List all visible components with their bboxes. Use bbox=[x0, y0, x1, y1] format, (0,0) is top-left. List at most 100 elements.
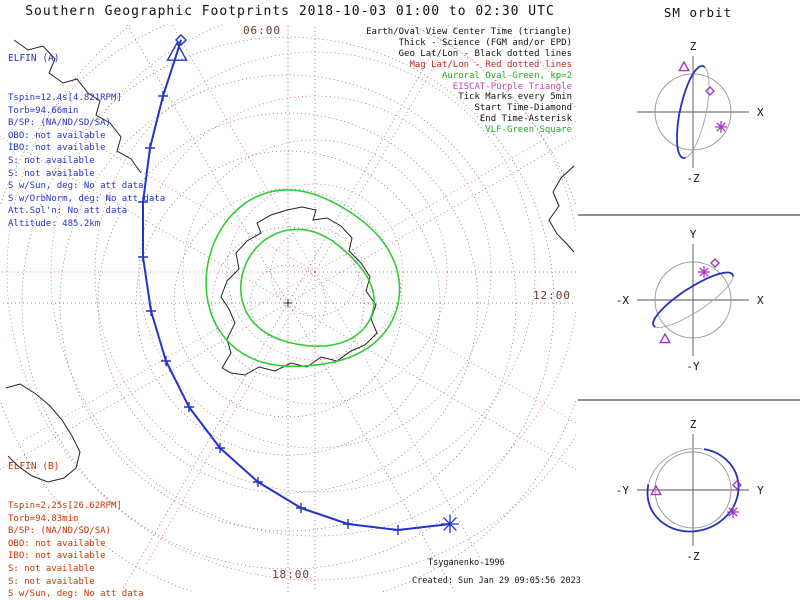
geo-grid-radial bbox=[287, 302, 456, 592]
orbit-asterisk-marker bbox=[698, 266, 710, 278]
orbit-arc-near bbox=[646, 448, 740, 533]
axis-label-right: Y bbox=[757, 484, 764, 497]
info-line: S: not available bbox=[8, 563, 95, 574]
geo-grid-radial bbox=[120, 302, 289, 592]
earth-circle bbox=[654, 261, 732, 339]
map-legend: Earth/Oval View Center Time (triangle) Th… bbox=[330, 27, 572, 136]
5min-tick-mark bbox=[161, 356, 171, 366]
elfin-a-info-block: ELFIN (A) Tspin=12.4s[4.821RPM] Torb=94.6… bbox=[8, 28, 165, 256]
5min-tick-mark bbox=[138, 197, 148, 207]
axis-label-left: -X bbox=[616, 294, 630, 307]
mag-grid-radial bbox=[314, 271, 576, 424]
coastline bbox=[220, 206, 378, 376]
legend-line: Earth/Oval View Center Time (triangle) bbox=[366, 27, 572, 37]
mag-grid-radial bbox=[144, 271, 316, 567]
geo-pole-mark bbox=[284, 299, 292, 307]
axis-label-top: Z bbox=[690, 418, 697, 431]
start-diamond-marker bbox=[175, 34, 187, 46]
axis-label-bottom: -Z bbox=[686, 550, 700, 563]
info-line: IBO: not available bbox=[8, 143, 106, 154]
geo-grid-radial bbox=[0, 302, 289, 470]
legend-line: Auroral Oval-Green, kp=2 bbox=[441, 70, 572, 81]
model-credit: Tsyganenko-1996 bbox=[428, 558, 505, 568]
figure-title: Southern Geographic Footprints 2018-10-0… bbox=[25, 4, 555, 19]
orbit-arc-far bbox=[648, 447, 703, 483]
info-line: Tspin=12.4s[4.821RPM] bbox=[8, 92, 122, 103]
mag-grid-radial bbox=[314, 24, 459, 273]
5min-tick-mark bbox=[393, 525, 403, 535]
legend-line: EISCAT-Purple Triangle bbox=[452, 81, 572, 92]
coastline bbox=[548, 165, 575, 253]
geo-grid-circle bbox=[21, 36, 555, 570]
legend-line: Mag Lat/Lon - Red dotted lines bbox=[409, 59, 572, 70]
axis-label-left: -Y bbox=[616, 484, 630, 497]
elfin-b-info-block: ELFIN (B) Tspin=2.25s[26.62RPM] Torb=94.8… bbox=[8, 436, 165, 600]
sm-orbit-title: SM orbit bbox=[663, 5, 733, 20]
orbit-arc-far bbox=[655, 272, 734, 328]
legend-line: Thick - Science (FGM and/or EPD) bbox=[398, 37, 572, 48]
5min-tick-mark bbox=[343, 519, 353, 529]
elfin-a-title: ELFIN (A) bbox=[8, 53, 60, 65]
elfin-a-lines: Tspin=12.4s[4.821RPM] Torb=94.66min B/SP: … bbox=[8, 92, 165, 231]
axis-label-top: Y bbox=[690, 228, 697, 241]
end-asterisk-marker bbox=[441, 515, 459, 533]
info-line: OBO: not available bbox=[8, 130, 106, 141]
orbit-triangle-marker bbox=[659, 332, 671, 344]
geo-grid-radial bbox=[0, 136, 289, 304]
legend-line: End Time-Asterisk bbox=[479, 114, 572, 125]
axis-label-bottom: -Y bbox=[686, 360, 700, 373]
info-line: S: not available bbox=[8, 168, 95, 179]
orbit-diamond-marker bbox=[705, 86, 715, 96]
legend-line: Start Time-Diamond bbox=[474, 103, 572, 114]
sm-orbit-panel-1: Z X -Z bbox=[637, 40, 764, 185]
coastline bbox=[13, 39, 142, 174]
5min-tick-mark bbox=[158, 91, 168, 101]
mag-grid-radial bbox=[314, 120, 576, 273]
info-line: S w/Sun, deg: No att data bbox=[8, 589, 144, 600]
geo-grid-radial bbox=[287, 136, 576, 304]
mag-grid-radial bbox=[20, 271, 316, 443]
elfin-b-lines: Tspin=2.25s[26.62RPM] Torb=94.83min B/SP: … bbox=[8, 500, 165, 600]
orbit-asterisk-marker bbox=[727, 506, 739, 518]
5min-tick-mark bbox=[145, 143, 155, 153]
geo-grid-circle bbox=[97, 112, 479, 494]
mlt-label: 18:00 bbox=[272, 568, 310, 581]
created-timestamp: Created: Sun Jan 29 09:05:56 2023 bbox=[412, 576, 581, 586]
info-line: B/SP: (NA/ND/SD/SA) bbox=[8, 526, 111, 537]
sm-orbit-panel-2: Y X -X -Y bbox=[616, 228, 764, 373]
5min-tick-mark bbox=[138, 252, 148, 262]
auroral-oval-inner bbox=[239, 228, 375, 348]
legend-line: Geo Lat/Lon - Black dotted lines bbox=[398, 48, 572, 59]
orbit-triangle-marker bbox=[650, 484, 662, 496]
info-line: B/SP: (NA/ND/SD/SA) bbox=[8, 118, 111, 129]
orbit-asterisk-marker bbox=[715, 121, 727, 133]
geo-grid-radial bbox=[126, 24, 289, 304]
auroral-oval-outer bbox=[205, 189, 401, 368]
5min-tick-mark bbox=[146, 306, 156, 316]
info-line: S w/Sun, deg: No att data bbox=[8, 181, 144, 192]
info-line: IBO: not available bbox=[8, 551, 106, 562]
mag-grid-radial bbox=[314, 271, 486, 567]
orbit-triangle-marker bbox=[678, 60, 690, 72]
mag-grid-radial bbox=[171, 24, 316, 273]
info-line: Torb=94.66min bbox=[8, 105, 79, 116]
axis-label-right: X bbox=[757, 294, 764, 307]
orbit-diamond-marker bbox=[732, 480, 742, 490]
mag-grid-radial bbox=[20, 101, 316, 273]
orbit-arc-near bbox=[676, 65, 706, 159]
elfin-b-title: ELFIN (B) bbox=[8, 461, 60, 473]
axis-cross bbox=[637, 434, 749, 546]
orbit-arc-near bbox=[652, 271, 734, 328]
legend-line: Tick Marks every 5min bbox=[458, 92, 572, 103]
sm-orbit-panel-3: Z Y -Y -Z bbox=[616, 418, 764, 563]
mlt-label: 12:00 bbox=[533, 289, 571, 302]
axis-label-top: Z bbox=[690, 40, 697, 53]
info-line: Tspin=2.25s[26.62RPM] bbox=[8, 500, 122, 511]
coastline bbox=[5, 383, 81, 483]
axis-label-bottom: -Z bbox=[686, 172, 700, 185]
5min-tick-mark bbox=[253, 477, 263, 487]
info-line: S: not available bbox=[8, 155, 95, 166]
info-line: OBO: not available bbox=[8, 538, 106, 549]
geo-grid-radial bbox=[287, 302, 576, 470]
